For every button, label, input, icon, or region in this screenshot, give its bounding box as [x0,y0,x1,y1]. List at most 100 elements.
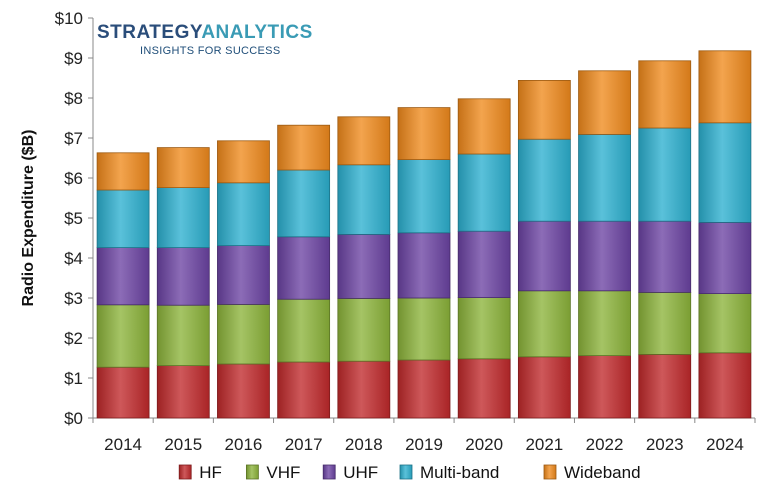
x-tick-label: 2019 [405,435,443,454]
bar-segment-uhf [217,245,270,305]
legend: HF VHF UHF Multi-band Wideband [178,463,641,482]
legend-item-uhf: UHF [322,463,378,482]
brand-name-part2: ANALYTICS [201,22,312,43]
x-tick-label: 2017 [285,435,323,454]
bar-stack-2021 [517,80,571,419]
y-tick-label: $10 [55,9,83,28]
bar-segment-multi-band [277,169,331,238]
x-tick-label: 2015 [164,435,202,454]
bar-segment-hf [457,358,511,419]
bar-stack-2022 [578,70,631,419]
bar-segment-hf [277,361,331,419]
bar-segment-multi-band [517,138,571,222]
x-tick-label: 2024 [706,435,744,454]
bar-stack-2024 [698,50,752,419]
bar-segment-hf [337,360,391,419]
y-tick-label: $1 [64,369,83,388]
y-tick-label: $6 [64,169,83,188]
x-tick-label: 2021 [525,435,563,454]
bar-segment-wideband [277,124,331,171]
legend-label: Wideband [564,463,641,482]
legend-swatch [322,464,336,480]
bar-segment-wideband [517,80,571,140]
bar-stack-2020 [457,98,511,419]
y-axis-title: Radio Expenditure ($B) [20,130,37,307]
bar-segment-hf [638,353,692,419]
bar-segment-wideband [217,140,270,184]
y-tick-label: $9 [64,49,83,68]
bar-segment-hf [578,355,631,419]
bar-segment-multi-band [638,127,692,222]
y-tick-label: $2 [64,329,83,348]
bar-segment-multi-band [156,187,210,249]
brand-tagline: INSIGHTS FOR SUCCESS [140,45,280,57]
x-axis-ticks: 2014 2015 2016 2017 2018 2019 2020 2021 2022 2023… [92,418,756,454]
x-tick-label: 2016 [225,435,263,454]
brand-name: STRATEGYANALYTICS [97,22,313,43]
bar-segment-vhf [457,297,511,360]
y-tick-label: $7 [64,129,83,148]
legend-label: HF [199,463,222,482]
x-tick-label: 2014 [104,435,142,454]
bar-segment-uhf [698,221,752,294]
bar-segment-hf [517,356,571,419]
bar-segment-vhf [96,304,150,368]
x-tick-label: 2018 [345,435,383,454]
legend-item-wideband: Wideband [543,463,641,482]
bar-stack-2023 [638,60,692,419]
bar-segment-multi-band [217,182,270,247]
bar-stack-2018 [337,116,391,419]
bar-segment-uhf [457,230,511,298]
brand-name-part1: STRATEGY [97,22,203,43]
legend-item-multi-band: Multi-band [399,463,499,482]
bar-segment-vhf [337,297,391,362]
bar-segment-multi-band [457,153,511,232]
bar-segment-uhf [638,220,692,293]
bar-series-group [96,50,752,419]
bar-segment-wideband [457,98,511,155]
bar-segment-vhf [698,293,752,354]
x-tick-label: 2023 [646,435,684,454]
bar-segment-wideband [96,152,150,191]
legend-item-hf: HF [178,463,222,482]
y-tick-label: $5 [64,209,83,228]
x-tick-label: 2020 [465,435,503,454]
legend-label: VHF [266,463,300,482]
bar-segment-uhf [156,247,210,306]
bar-stack-2015 [156,147,210,419]
bar-segment-wideband [578,70,631,135]
bar-segment-wideband [698,50,752,124]
bar-segment-vhf [277,298,331,363]
bar-segment-hf [397,359,451,419]
legend-swatch [399,464,413,480]
bar-segment-multi-band [578,133,631,222]
bar-stack-2016 [217,140,270,419]
bar-stack-2017 [277,124,331,419]
bar-segment-wideband [337,116,391,166]
bar-segment-vhf [156,304,210,367]
legend-label: UHF [343,463,378,482]
bar-segment-hf [156,365,210,419]
bar-stack-2014 [96,152,150,419]
bar-segment-multi-band [698,122,752,223]
bar-segment-uhf [517,220,571,292]
y-axis-ticks: $0 $1 $2 $3 $4 $5 $6 $7 $8 $9 $10 [55,9,93,428]
bar-segment-vhf [217,303,270,365]
bar-segment-uhf [337,233,391,299]
y-tick-label: $4 [64,249,83,268]
bar-segment-wideband [156,147,210,189]
bar-segment-wideband [638,60,692,129]
bar-segment-uhf [578,220,631,292]
bar-segment-uhf [397,232,451,299]
legend-swatch [543,464,557,480]
bar-segment-vhf [638,291,692,355]
bar-segment-uhf [277,236,331,300]
bar-segment-vhf [397,297,451,361]
bar-segment-uhf [96,247,150,306]
bar-segment-hf [217,363,270,419]
legend-label: Multi-band [420,463,499,482]
bar-segment-hf [698,352,752,419]
bar-segment-hf [96,366,150,419]
